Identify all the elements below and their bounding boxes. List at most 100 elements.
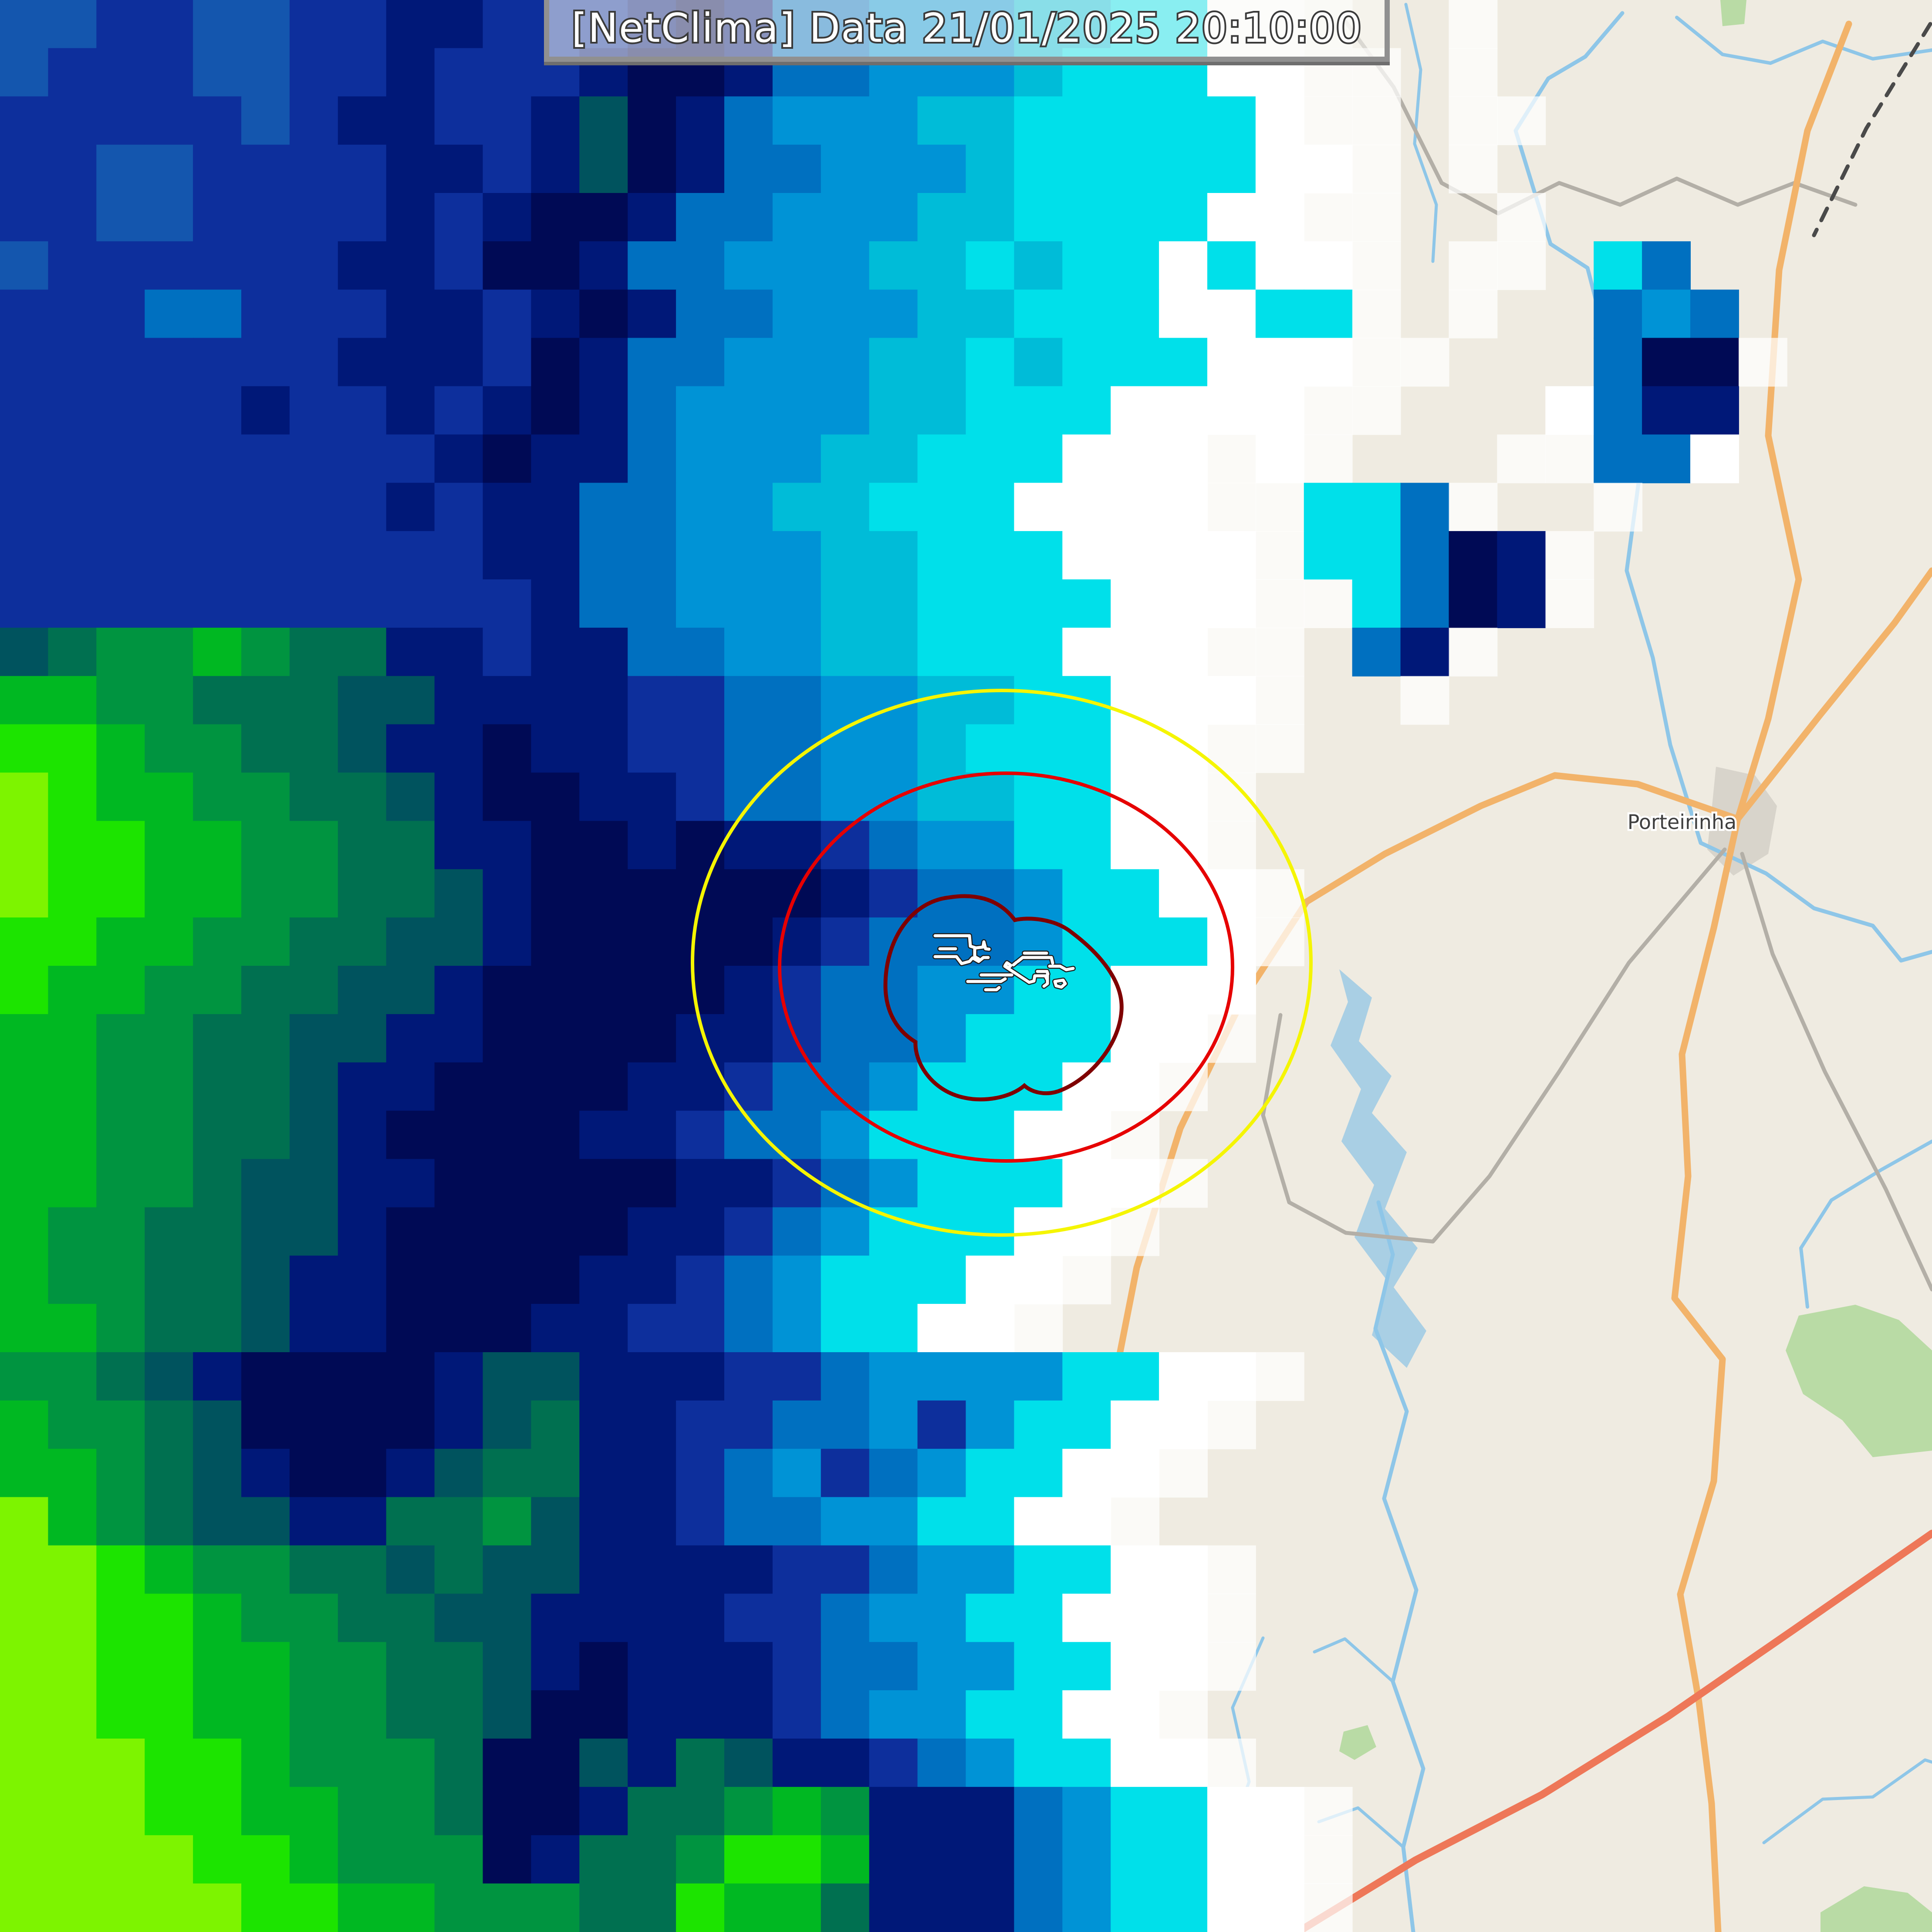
radar-cell [96, 1690, 145, 1739]
radar-cell [821, 627, 870, 677]
radar-cell [1111, 1594, 1160, 1643]
radar-cell [821, 1110, 870, 1160]
radar-cell [1352, 241, 1401, 290]
radar-cell [386, 241, 435, 290]
radar-cell [966, 434, 1015, 484]
radar-cell [145, 1642, 194, 1691]
radar-cell [483, 579, 532, 628]
radar-cell [338, 579, 387, 628]
radar-cell [96, 1497, 145, 1546]
radar-cell [434, 1207, 483, 1256]
radar-cell [724, 676, 773, 725]
radar-cell [966, 1642, 1015, 1691]
radar-cell [1111, 627, 1160, 677]
radar-cell [821, 966, 870, 1015]
radar-cell [1352, 289, 1401, 338]
radar-cell [434, 1304, 483, 1353]
vegetation-area-north [1720, 0, 1746, 26]
radar-cell [724, 1787, 773, 1836]
radar-cell [676, 1448, 725, 1498]
radar-cell [145, 1787, 194, 1836]
radar-cell [434, 1787, 483, 1836]
radar-cell [145, 434, 194, 484]
radar-cell [241, 483, 290, 532]
radar-cell [241, 1690, 290, 1739]
radar-cell [1159, 483, 1208, 532]
radar-cell [48, 1835, 97, 1884]
radar-cell [0, 1642, 49, 1691]
road-orange-north [1734, 20, 1852, 822]
radar-cell [193, 483, 242, 532]
radar-cell [434, 1883, 483, 1932]
inner-range-ring [883, 894, 1124, 1102]
radar-cell [1062, 434, 1111, 484]
radar-cell [1207, 96, 1256, 145]
radar-cell [338, 1594, 387, 1643]
radar-cell [628, 1739, 677, 1787]
radar-cell [48, 434, 97, 484]
radar-cell [193, 1545, 242, 1594]
radar-cell [289, 1400, 338, 1449]
road-gray-southwest [1261, 847, 1727, 1244]
radar-cell [241, 386, 290, 435]
radar-cell [483, 386, 532, 435]
radar-cell [1062, 241, 1111, 290]
radar-cell [821, 724, 870, 773]
radar-cell [483, 821, 532, 870]
radar-cell [483, 1159, 532, 1208]
radar-cell [483, 483, 532, 532]
radar-cell [531, 193, 580, 242]
radar-cell [628, 772, 677, 822]
radar-cell [96, 821, 145, 870]
radar-cell [1014, 434, 1063, 484]
radar-cell [676, 434, 725, 484]
radar-cell [0, 1739, 49, 1787]
radar-cell [1304, 483, 1353, 532]
radar-cell [917, 1497, 966, 1546]
radar-cell [579, 1594, 628, 1643]
radar-cell [1014, 1159, 1063, 1208]
radar-cell [241, 338, 290, 387]
radar-cell [0, 1497, 49, 1546]
radar-cell [1062, 1642, 1111, 1691]
radar-cell [531, 1787, 580, 1836]
radar-cell [289, 1448, 338, 1498]
radar-cell [1738, 338, 1787, 387]
radar-cell [96, 1400, 145, 1449]
radar-cell [193, 531, 242, 580]
radar-cell [724, 1545, 773, 1594]
radar-cell [0, 1207, 49, 1256]
radar-cell [386, 145, 435, 193]
radar-cell [676, 724, 725, 773]
radar-cell [1159, 434, 1208, 484]
radar-cell [386, 1739, 435, 1787]
radar-cell [483, 1400, 532, 1449]
radar-cell [1642, 434, 1691, 484]
radar-cell [145, 483, 194, 532]
radar-cell [531, 1448, 580, 1498]
radar-cell [966, 1545, 1015, 1594]
radar-cell [434, 917, 483, 966]
radar-cell [724, 917, 773, 966]
radar-cell [1207, 1014, 1256, 1063]
radar-cell [96, 1594, 145, 1643]
radar-cell [289, 917, 338, 966]
radar-cell [966, 821, 1015, 870]
radar-cell [145, 579, 194, 628]
radar-cell [628, 386, 677, 435]
radar-cell [1207, 241, 1256, 290]
radar-cell [1449, 531, 1498, 580]
radar-cell [1062, 1739, 1111, 1787]
radar-cell [0, 386, 49, 435]
radar-cell [772, 338, 821, 387]
radar-cell [1255, 241, 1304, 290]
radar-cell [1062, 1787, 1111, 1836]
radar-cell [772, 241, 821, 290]
radar-cell [869, 1835, 918, 1884]
radar-cell [917, 531, 966, 580]
radar-cell [1207, 821, 1256, 870]
radar-cell [193, 145, 242, 193]
radar-cell [338, 1448, 387, 1498]
radar-cell [772, 1883, 821, 1932]
